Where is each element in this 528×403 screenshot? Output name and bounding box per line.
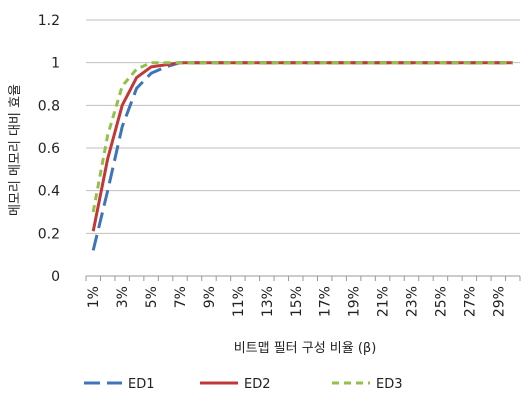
series-line-ed1 bbox=[91, 61, 513, 251]
y-tick-label: 0.6 bbox=[38, 141, 60, 157]
x-tick-label: 19% bbox=[347, 286, 363, 317]
series-line-ed2 bbox=[91, 61, 513, 232]
y-tick-label: 0.2 bbox=[38, 226, 60, 242]
x-tick-label: 27% bbox=[462, 286, 478, 317]
series-lines bbox=[91, 61, 513, 251]
x-tick-label: 9% bbox=[202, 286, 218, 308]
y-tick-label: 0.4 bbox=[38, 184, 60, 200]
x-tick-label: 13% bbox=[260, 286, 276, 317]
x-tick-label: 21% bbox=[376, 286, 392, 317]
x-axis-ticks: 1% 3% 5% 7% 9% 11% 13% 15% 17% 19% 21% 23% 25% 27% 29% bbox=[86, 286, 507, 317]
y-tick-label: 1 bbox=[51, 56, 60, 72]
x-tick-label: 1% bbox=[86, 286, 102, 308]
x-tick-label: 5% bbox=[144, 286, 160, 308]
y-axis-ticks: 0 0.2 0.4 0.6 0.8 1 1.2 bbox=[38, 13, 60, 285]
x-tick-label: 23% bbox=[405, 286, 421, 317]
legend-label-ed2: ED2 bbox=[244, 377, 271, 392]
y-tick-label: 0 bbox=[51, 269, 60, 285]
legend-label-ed3: ED3 bbox=[376, 377, 403, 392]
x-tick-label: 11% bbox=[231, 286, 247, 317]
legend-label-ed1: ED1 bbox=[128, 377, 155, 392]
x-axis-title: 비트맵 필터 구성 비율 (β) bbox=[234, 341, 377, 356]
x-axis bbox=[85, 275, 521, 281]
gridlines bbox=[86, 19, 520, 234]
x-tick-label: 25% bbox=[433, 286, 449, 317]
series-line-ed3 bbox=[91, 61, 513, 213]
x-tick-label: 7% bbox=[173, 286, 189, 308]
x-tick-label: 3% bbox=[115, 286, 131, 308]
y-tick-label: 0.8 bbox=[38, 98, 60, 114]
y-tick-label: 1.2 bbox=[38, 13, 60, 29]
x-tick-label: 17% bbox=[318, 286, 334, 317]
x-tick-label: 15% bbox=[289, 286, 305, 317]
legend: ED1 ED2 ED3 bbox=[84, 377, 403, 392]
y-axis-title: 메모리 메모리 대비 효율 bbox=[8, 84, 23, 216]
x-tick-label: 29% bbox=[491, 286, 507, 317]
